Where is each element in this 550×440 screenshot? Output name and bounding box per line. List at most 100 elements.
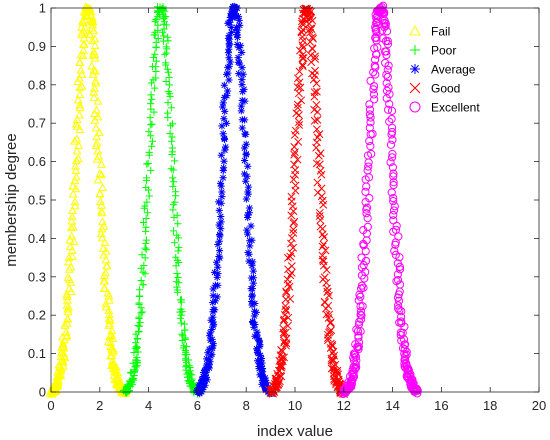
series-excellent: [338, 1, 422, 399]
data-point: [219, 174, 227, 182]
data-point: [89, 26, 99, 35]
data-point: [134, 335, 142, 343]
data-point: [290, 142, 299, 151]
data-point: [255, 359, 264, 367]
data-point: [95, 169, 105, 178]
data-point: [386, 158, 395, 167]
data-point: [209, 340, 217, 348]
data-point: [175, 279, 183, 287]
data-point: [282, 287, 291, 296]
data-point: [169, 182, 177, 190]
data-point: [386, 140, 396, 149]
data-point: [232, 25, 240, 34]
data-point: [306, 37, 315, 46]
data-point: [217, 182, 225, 190]
data-point: [108, 347, 118, 356]
data-point: [236, 21, 244, 29]
data-point: [286, 271, 295, 280]
data-point: [213, 258, 221, 266]
data-point: [370, 61, 379, 70]
data-point: [245, 257, 253, 265]
legend-marker-poor: [410, 45, 420, 55]
data-point: [390, 202, 399, 211]
data-point: [295, 78, 304, 87]
data-point: [241, 97, 249, 105]
data-point: [351, 360, 360, 369]
data-point: [402, 347, 411, 356]
data-point: [397, 312, 406, 321]
data-point: [208, 350, 216, 358]
data-point: [389, 206, 399, 215]
data-point: [313, 178, 322, 187]
data-point: [370, 44, 379, 53]
data-point: [322, 265, 331, 274]
data-point: [312, 87, 321, 96]
data-point: [408, 375, 417, 384]
data-point: [357, 311, 366, 320]
data-point: [389, 169, 398, 178]
data-point: [281, 328, 290, 337]
data-point: [142, 174, 151, 182]
data-point: [209, 285, 217, 293]
data-point: [249, 274, 258, 282]
data-point: [201, 371, 209, 380]
data-point: [64, 257, 74, 266]
data-point: [249, 267, 257, 275]
data-point: [248, 301, 256, 309]
data-point: [293, 83, 302, 91]
data-point: [141, 254, 149, 262]
data-point: [224, 69, 232, 77]
data-point: [136, 292, 144, 300]
x-tick-label: 10: [288, 398, 302, 413]
data-point: [76, 50, 86, 59]
data-point: [308, 33, 317, 42]
series-good: [264, 4, 349, 398]
data-point: [142, 223, 150, 231]
data-point: [101, 302, 111, 311]
data-point: [312, 79, 321, 88]
data-point: [254, 334, 262, 342]
data-point: [244, 213, 252, 222]
data-point: [319, 200, 328, 209]
y-tick-label: 0.6: [28, 154, 46, 169]
data-point: [294, 89, 303, 98]
data-point: [164, 68, 172, 76]
data-point: [101, 299, 111, 308]
data-point: [310, 92, 319, 101]
data-point: [324, 291, 333, 300]
data-point: [206, 358, 214, 366]
data-point: [320, 233, 329, 242]
data-point: [201, 365, 209, 374]
data-point: [237, 107, 245, 115]
data-point: [235, 44, 243, 52]
data-point: [289, 243, 298, 252]
data-point: [227, 23, 235, 32]
data-point: [169, 201, 178, 209]
y-tick-label: 0.7: [28, 116, 46, 131]
data-point: [354, 338, 364, 347]
data-point: [135, 313, 143, 321]
data-point: [91, 140, 101, 149]
data-point: [387, 106, 397, 115]
legend-label-fail: Fail: [431, 25, 450, 39]
data-point: [253, 349, 262, 357]
x-tick-label: 8: [243, 398, 250, 413]
legend-item-average: Average: [410, 63, 476, 77]
data-point: [326, 319, 335, 328]
data-point: [58, 339, 68, 348]
data-point: [287, 234, 296, 243]
data-point: [147, 91, 155, 99]
data-point: [217, 212, 225, 221]
data-point: [388, 135, 397, 144]
data-point: [211, 281, 219, 289]
data-point: [146, 114, 154, 122]
data-point: [310, 105, 319, 114]
data-point: [89, 83, 99, 92]
data-point: [361, 187, 370, 196]
data-point: [283, 321, 292, 330]
data-point: [142, 236, 151, 244]
data-point: [250, 307, 259, 315]
data-point: [308, 44, 317, 53]
data-point: [281, 295, 290, 304]
data-point: [87, 61, 97, 70]
